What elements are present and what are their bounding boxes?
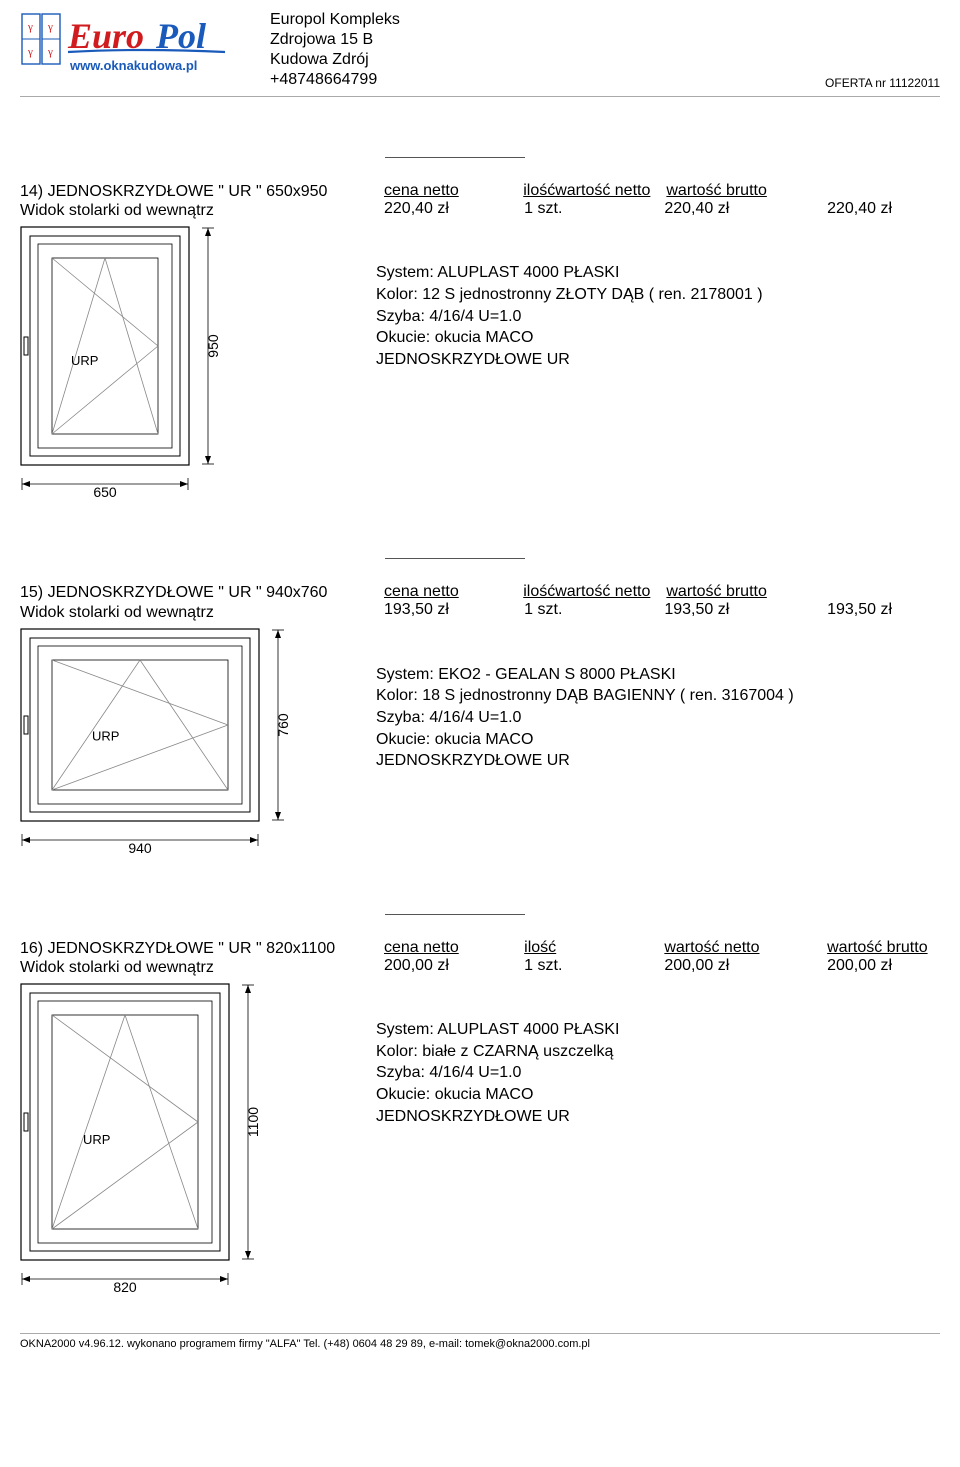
- europol-logo-svg: γ γ γ γ Euro Pol www.oknakudowa.pl: [20, 12, 230, 74]
- price-header: cena netto: [384, 583, 507, 601]
- item-subtitle: Widok stolarki od wewnątrz: [20, 603, 340, 622]
- spec-list: System: ALUPLAST 4000 PŁASKIKolor: 12 S …: [376, 262, 940, 370]
- urp-label: URP: [83, 1132, 110, 1147]
- price-header: wartość netto: [664, 939, 811, 957]
- price-value: 193,50 zł: [384, 601, 508, 619]
- item-block: 15) JEDNOSKRZYDŁOWE " UR " 940x760 Widok…: [20, 558, 940, 853]
- price-table: cena netto ilość wartość netto wartość b…: [384, 939, 940, 975]
- price-value: 220,40 zł: [664, 200, 811, 218]
- spec-line: System: ALUPLAST 4000 PŁASKI: [376, 262, 940, 284]
- dim-horizontal: 820: [20, 1269, 230, 1293]
- price-value: 220,40 zł: [827, 200, 940, 218]
- window-diagram: URP: [20, 983, 230, 1261]
- spec-line: Szyba: 4/16/4 U=1.0: [376, 306, 940, 328]
- urp-label: URP: [92, 728, 119, 743]
- item-title: 14) JEDNOSKRZYDŁOWE " UR " 650x950: [20, 182, 340, 201]
- window-diagram: URP: [20, 226, 190, 466]
- price-header: cena netto: [384, 182, 507, 200]
- spec-line: Kolor: 18 S jednostronny DĄB BAGIENNY ( …: [376, 685, 940, 707]
- price-value: 193,50 zł: [827, 601, 940, 619]
- signature-line: [385, 558, 525, 559]
- svg-text:γ: γ: [27, 46, 33, 58]
- price-header: wartość brutto: [666, 583, 812, 601]
- signature-line: [385, 914, 525, 915]
- item-subtitle: Widok stolarki od wewnątrz: [20, 958, 340, 977]
- price-table: cena netto ilośćwartość netto wartość br…: [384, 583, 940, 619]
- price-header: cena netto: [384, 939, 508, 957]
- svg-text:1100: 1100: [245, 1107, 261, 1137]
- spec-line: JEDNOSKRZYDŁOWE UR: [376, 349, 940, 371]
- item-title: 16) JEDNOSKRZYDŁOWE " UR " 820x1100: [20, 939, 340, 958]
- offer-number: OFERTA nr 11122011: [825, 76, 940, 90]
- spec-line: Okucie: okucia MACO: [376, 327, 940, 349]
- item-block: 14) JEDNOSKRZYDŁOWE " UR " 650x950 Widok…: [20, 157, 940, 498]
- price-value: 200,00 zł: [664, 957, 811, 975]
- price-header: wartość brutto: [827, 939, 940, 957]
- dim-vertical: 950: [198, 226, 224, 466]
- price-header: [828, 583, 940, 601]
- signature-line: [385, 157, 525, 158]
- logo: γ γ γ γ Euro Pol www.oknakudowa.pl: [20, 12, 230, 74]
- svg-text:820: 820: [113, 1279, 137, 1293]
- item-subtitle: Widok stolarki od wewnątrz: [20, 201, 340, 220]
- svg-text:γ: γ: [27, 21, 33, 33]
- price-header: [828, 182, 940, 200]
- price-value: 220,40 zł: [384, 200, 508, 218]
- window-diagram: URP: [20, 628, 260, 822]
- spec-line: System: ALUPLAST 4000 PŁASKI: [376, 1019, 940, 1041]
- svg-text:940: 940: [128, 840, 152, 854]
- price-header: ilośćwartość netto: [523, 583, 650, 601]
- price-value: 193,50 zł: [664, 601, 811, 619]
- price-value: 1 szt.: [524, 601, 648, 619]
- svg-text:950: 950: [205, 334, 221, 358]
- company-name: Europol Kompleks: [270, 10, 400, 30]
- price-value: 1 szt.: [524, 200, 648, 218]
- page-header: γ γ γ γ Euro Pol www.oknakudowa.pl Europ…: [20, 12, 940, 97]
- spec-line: JEDNOSKRZYDŁOWE UR: [376, 1106, 940, 1128]
- spec-list: System: ALUPLAST 4000 PŁASKIKolor: białe…: [376, 1019, 940, 1127]
- dim-horizontal: 650: [20, 474, 190, 498]
- price-header: wartość brutto: [666, 182, 812, 200]
- price-value: 1 szt.: [524, 957, 648, 975]
- price-value: 200,00 zł: [827, 957, 940, 975]
- item-title: 15) JEDNOSKRZYDŁOWE " UR " 940x760: [20, 583, 340, 602]
- spec-line: System: EKO2 - GEALAN S 8000 PŁASKI: [376, 664, 940, 686]
- svg-text:760: 760: [275, 713, 291, 737]
- address-line-2: Kudowa Zdrój: [270, 50, 400, 70]
- dim-vertical: 760: [268, 628, 294, 822]
- address-line-1: Zdrojowa 15 B: [270, 30, 400, 50]
- price-header: ilośćwartość netto: [523, 182, 650, 200]
- spec-line: JEDNOSKRZYDŁOWE UR: [376, 750, 940, 772]
- spec-line: Kolor: białe z CZARNĄ uszczelką: [376, 1041, 940, 1063]
- item-block: 16) JEDNOSKRZYDŁOWE " UR " 820x1100 Wido…: [20, 914, 940, 1293]
- price-header: ilość: [524, 939, 648, 957]
- spec-line: Szyba: 4/16/4 U=1.0: [376, 1062, 940, 1084]
- urp-label: URP: [71, 354, 98, 369]
- svg-text:γ: γ: [47, 21, 53, 33]
- spec-line: Okucie: okucia MACO: [376, 1084, 940, 1106]
- spec-line: Kolor: 12 S jednostronny ZŁOTY DĄB ( ren…: [376, 284, 940, 306]
- spec-line: Szyba: 4/16/4 U=1.0: [376, 707, 940, 729]
- company-info: Europol Kompleks Zdrojowa 15 B Kudowa Zd…: [270, 10, 400, 90]
- spec-line: Okucie: okucia MACO: [376, 729, 940, 751]
- price-value: 200,00 zł: [384, 957, 508, 975]
- dim-vertical: 1100: [238, 983, 264, 1261]
- svg-text:www.oknakudowa.pl: www.oknakudowa.pl: [69, 58, 197, 73]
- svg-text:γ: γ: [47, 46, 53, 58]
- spec-list: System: EKO2 - GEALAN S 8000 PŁASKIKolor…: [376, 664, 940, 772]
- price-table: cena netto ilośćwartość netto wartość br…: [384, 182, 940, 218]
- phone: +48748664799: [270, 70, 400, 90]
- dim-horizontal: 940: [20, 830, 260, 854]
- page-footer: OKNA2000 v4.96.12. wykonano programem fi…: [20, 1333, 940, 1350]
- svg-text:650: 650: [93, 484, 117, 498]
